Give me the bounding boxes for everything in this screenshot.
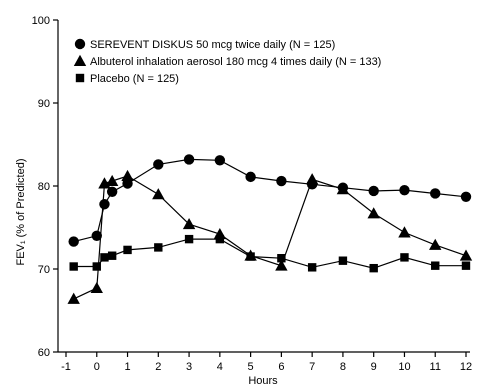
data-point-square	[123, 245, 132, 255]
data-point-square	[338, 256, 348, 265]
data-point-triangle	[182, 217, 196, 230]
x-tick-label: 1	[124, 361, 130, 373]
data-point-triangle	[305, 173, 319, 185]
legend-entry-label: Placebo (N = 125)	[90, 73, 179, 85]
x-tick-label: -1	[61, 361, 71, 373]
data-point-circle	[153, 159, 164, 170]
data-point-square	[246, 252, 255, 261]
x-tick-label: 5	[248, 361, 254, 373]
x-tick-label: 6	[278, 361, 284, 373]
legend-entry-label: Albuterol inhalation aerosol 180 mcg 4 t…	[90, 56, 381, 68]
data-point-triangle	[121, 169, 134, 181]
y-tick-label: 100	[32, 15, 50, 27]
x-tick-label: 10	[398, 361, 410, 373]
legend-marker-circle	[74, 38, 86, 50]
x-tick-label: 8	[340, 361, 346, 373]
y-tick-label: 70	[38, 264, 50, 276]
x-tick-label: 7	[309, 361, 315, 373]
data-point-circle	[460, 191, 472, 202]
data-point-circle	[106, 186, 118, 198]
y-axis-label: FEV₁ (% of Predicted)	[15, 158, 27, 265]
data-point-square	[215, 234, 225, 244]
y-tick-label: 60	[38, 347, 50, 359]
x-ticks: -1 0 1 2 3 4 5 6 7 8 9 10 11 12	[61, 352, 472, 373]
legend-entry-label: SEREVENT DISKUS 50 mcg twice daily (N = …	[90, 39, 335, 51]
data-point-circle	[214, 155, 226, 166]
data-point-triangle	[459, 249, 473, 261]
y-tick-label: 90	[38, 98, 50, 110]
x-axis-label: Hours	[248, 375, 278, 387]
data-point-square	[400, 253, 409, 262]
data-point-triangle	[398, 226, 411, 238]
data-point-circle	[245, 171, 256, 183]
x-tick-label: 12	[460, 361, 472, 373]
data-point-square	[107, 251, 117, 260]
series-layer	[67, 154, 473, 304]
data-point-square	[431, 261, 440, 270]
series-line-circle	[73, 158, 467, 243]
data-point-square	[100, 253, 109, 262]
y-ticks: 60 70 80 90 100	[32, 15, 58, 359]
data-point-square	[154, 243, 163, 252]
series-triangle	[67, 169, 473, 304]
axes	[57, 20, 470, 353]
data-point-triangle	[336, 183, 350, 195]
data-point-triangle	[429, 238, 442, 250]
y-tick-label: 80	[38, 181, 50, 193]
series-circle	[68, 154, 472, 247]
data-point-circle	[399, 184, 410, 196]
data-point-circle	[368, 185, 379, 197]
data-point-circle	[91, 230, 102, 241]
data-point-circle	[99, 199, 110, 210]
x-tick-label: 4	[217, 361, 223, 373]
legend-marker-square	[75, 73, 85, 83]
data-point-square	[277, 254, 286, 263]
data-point-triangle	[105, 174, 119, 186]
data-point-triangle	[67, 292, 80, 304]
data-point-circle	[276, 175, 287, 187]
data-point-triangle	[367, 207, 380, 219]
data-point-square	[369, 263, 378, 273]
series-square	[69, 234, 471, 273]
data-point-square	[307, 263, 317, 272]
data-point-circle	[68, 236, 79, 247]
data-point-triangle	[275, 259, 288, 271]
data-point-square	[184, 234, 194, 244]
data-point-circle	[183, 154, 195, 165]
legend: SEREVENT DISKUS 50 mcg twice daily (N = …	[73, 38, 381, 85]
x-tick-label: 11	[430, 361, 441, 373]
data-point-circle	[430, 188, 441, 199]
x-tick-label: 9	[371, 361, 377, 373]
data-point-triangle	[152, 188, 165, 200]
data-point-square	[461, 261, 471, 270]
data-point-square	[92, 262, 101, 271]
x-tick-label: 0	[94, 361, 100, 373]
data-point-square	[69, 262, 78, 271]
x-tick-label: 3	[186, 361, 192, 373]
data-point-triangle	[90, 281, 103, 294]
x-tick-label: 2	[155, 361, 161, 373]
legend-marker-triangle	[73, 54, 87, 66]
